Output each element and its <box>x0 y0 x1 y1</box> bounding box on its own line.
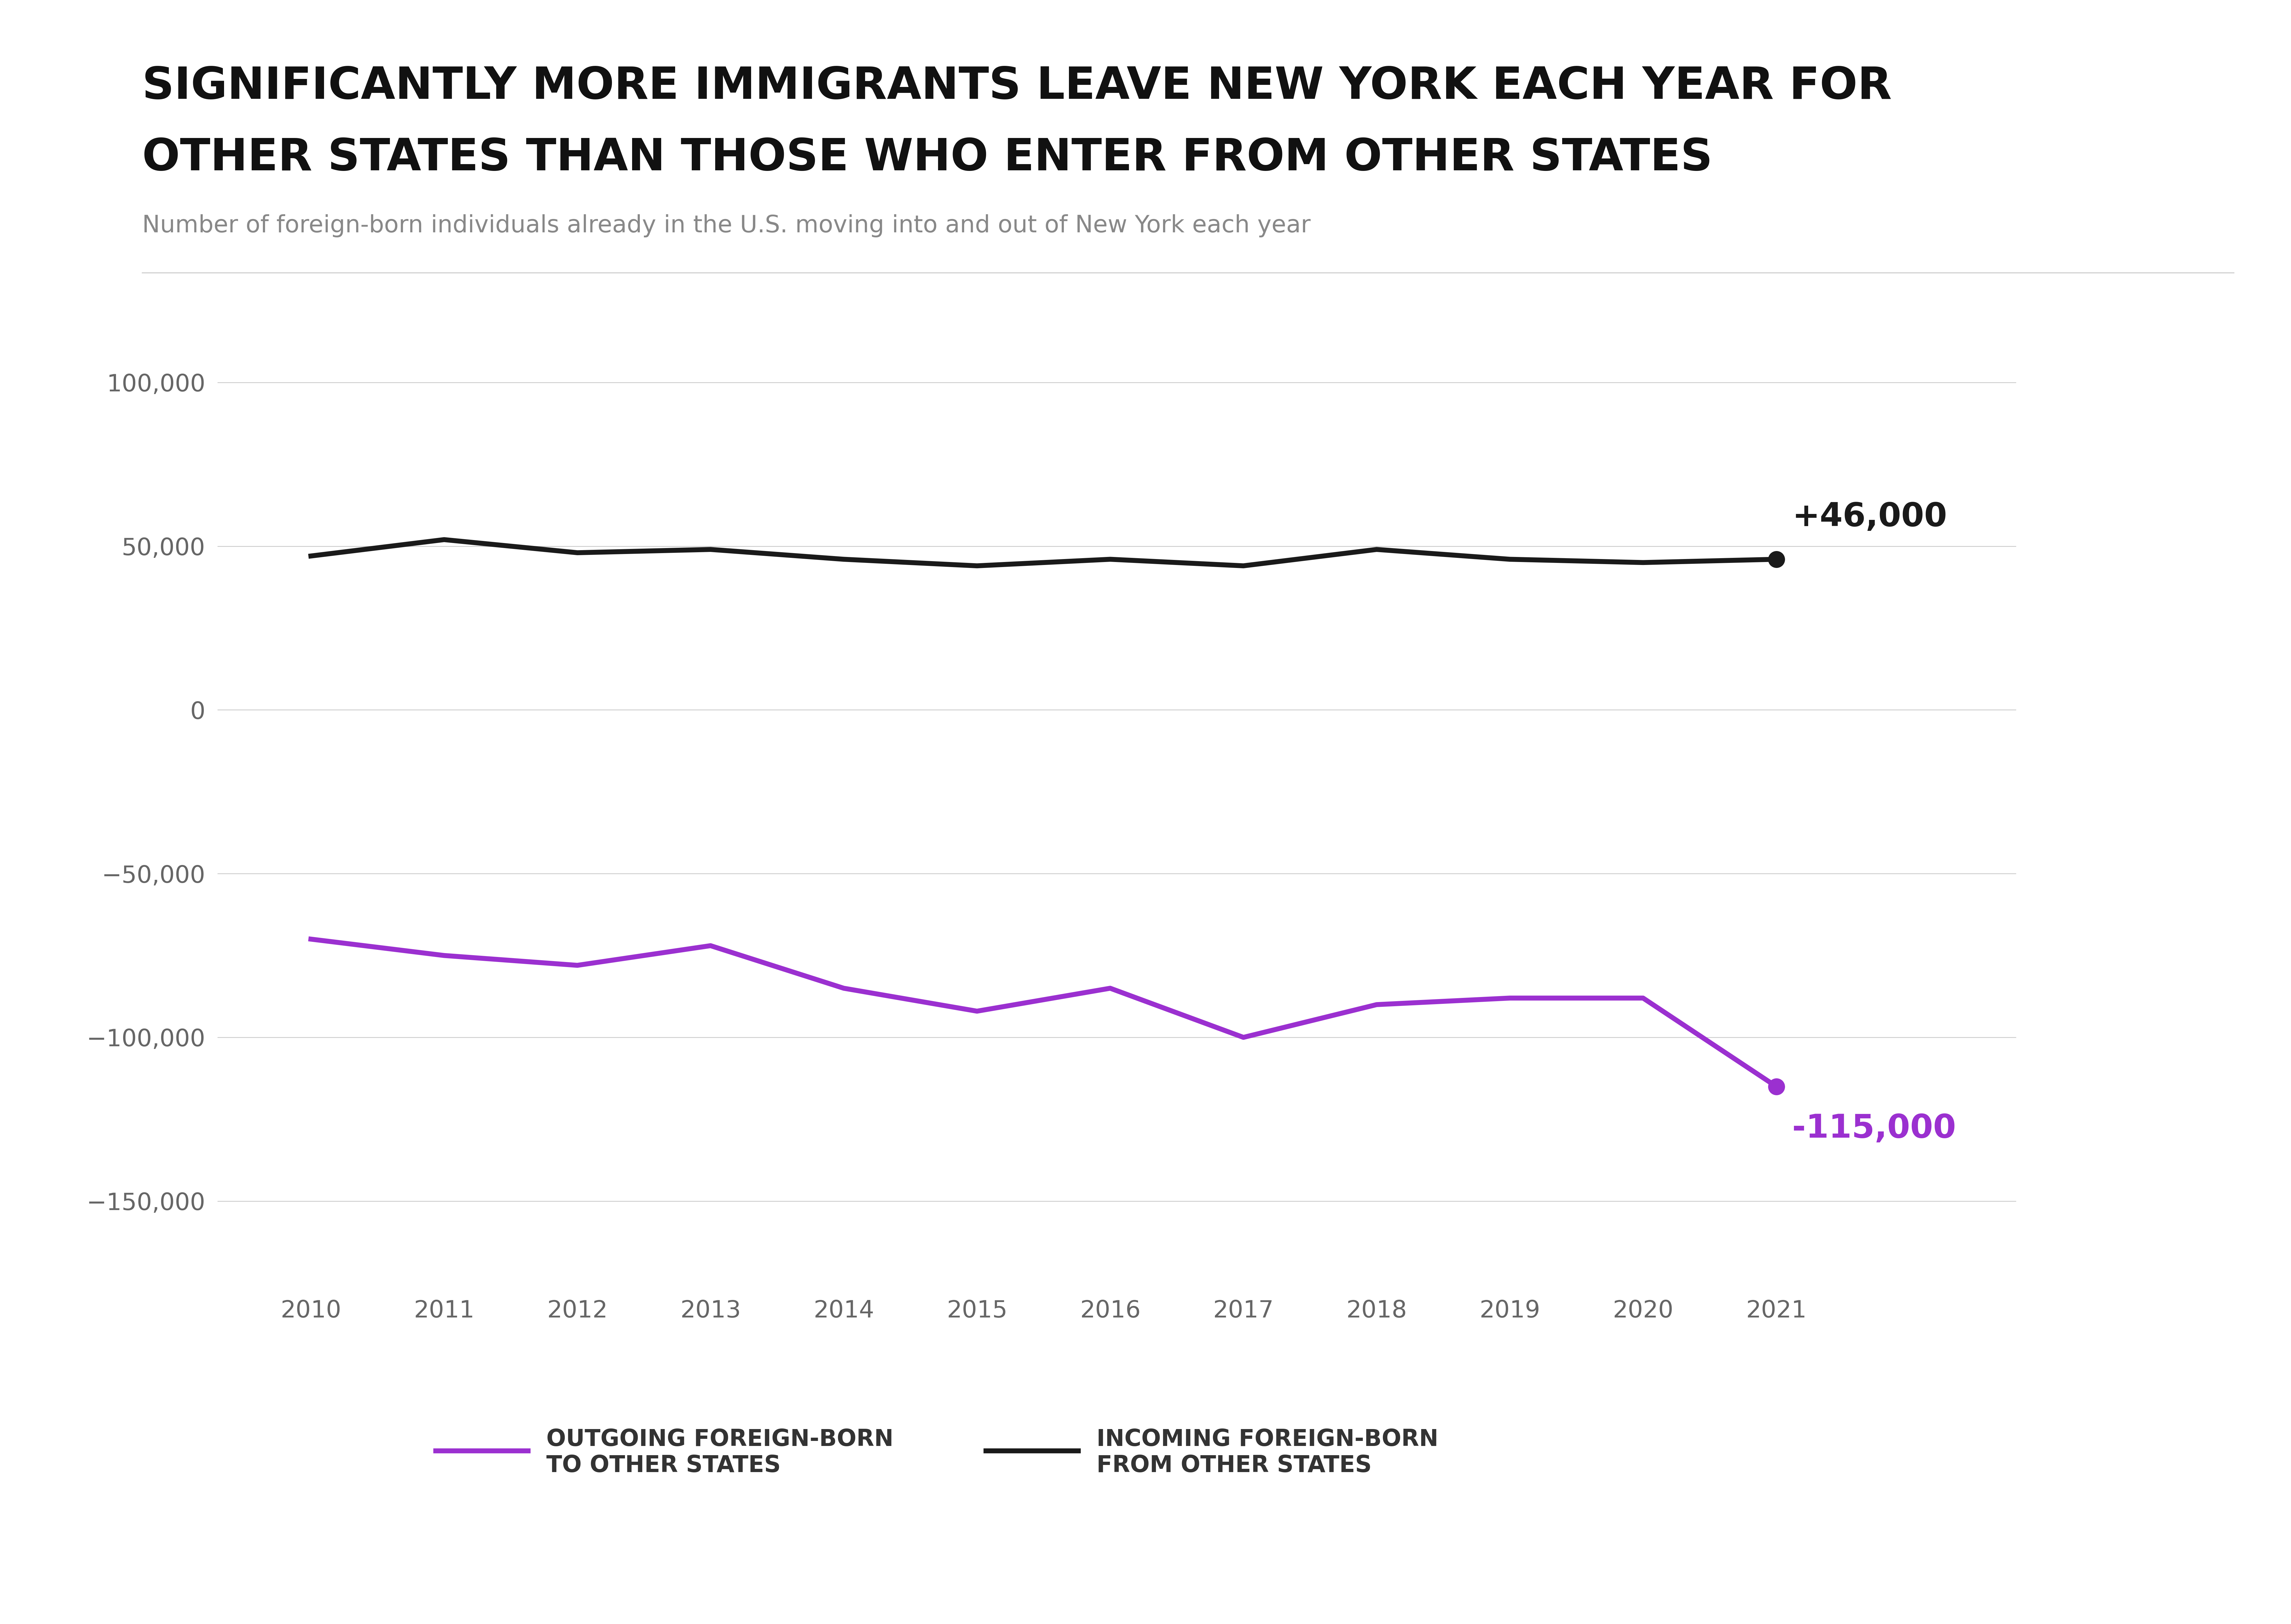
Text: OTHER STATES THAN THOSE WHO ENTER FROM OTHER STATES: OTHER STATES THAN THOSE WHO ENTER FROM O… <box>142 136 1711 179</box>
Text: SIGNIFICANTLY MORE IMMIGRANTS LEAVE NEW YORK EACH YEAR FOR: SIGNIFICANTLY MORE IMMIGRANTS LEAVE NEW … <box>142 65 1892 107</box>
Text: +46,000: +46,000 <box>1792 502 1947 533</box>
Text: -115,000: -115,000 <box>1792 1112 1957 1145</box>
Text: Number of foreign-born individuals already in the U.S. moving into and out of Ne: Number of foreign-born individuals alrea… <box>142 214 1310 237</box>
Legend: OUTGOING FOREIGN-BORN
TO OTHER STATES, INCOMING FOREIGN-BORN
FROM OTHER STATES: OUTGOING FOREIGN-BORN TO OTHER STATES, I… <box>426 1419 1448 1486</box>
